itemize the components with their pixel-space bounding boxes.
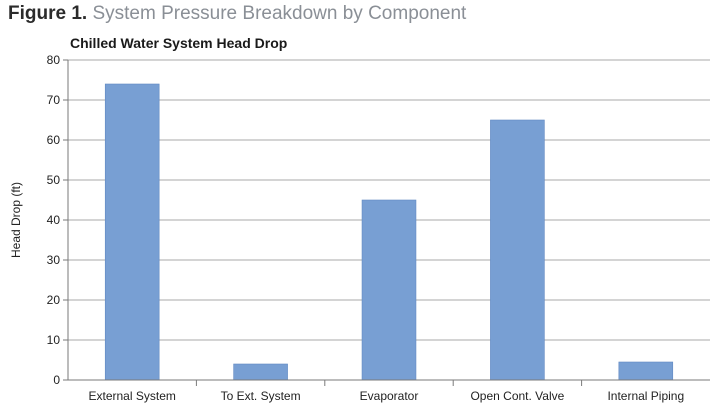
y-tick-label: 0 [53,373,60,387]
bars [104,83,674,381]
y-tick-label: 30 [47,253,61,267]
bar-2 [233,363,288,381]
x-tick-label: Evaporator [360,389,419,403]
y-tick-label: 60 [47,133,61,147]
y-tick-label: 50 [47,173,61,187]
bar-5 [618,361,674,381]
y-tick-label: 40 [47,213,61,227]
bar-3 [361,199,417,381]
figure-label: Figure 1. [8,3,88,24]
axes [63,59,710,386]
y-tick-label: 80 [47,53,61,67]
x-tick-label: To Ext. System [221,389,301,403]
x-tick-label: External System [89,389,176,403]
y-tick-label: 70 [47,93,61,107]
bar-4 [490,119,545,381]
x-tick-label: Internal Piping [607,389,684,403]
bar-1 [104,83,160,381]
axis-labels: 0 10 20 30 40 50 60 70 80 External System To Ext. … [9,53,684,403]
x-tick-label: Open Cont. Valve [470,389,564,403]
y-axis-label: Head Drop (ft) [9,182,23,258]
chart-title: Chilled Water System Head Drop [70,35,288,51]
figure-caption: System Pressure Breakdown by Component [92,3,467,24]
figure-header: Figure 1. System Pressure Breakdown by C… [8,3,466,25]
y-tick-label: 10 [47,333,61,347]
y-tick-label: 20 [47,293,61,307]
